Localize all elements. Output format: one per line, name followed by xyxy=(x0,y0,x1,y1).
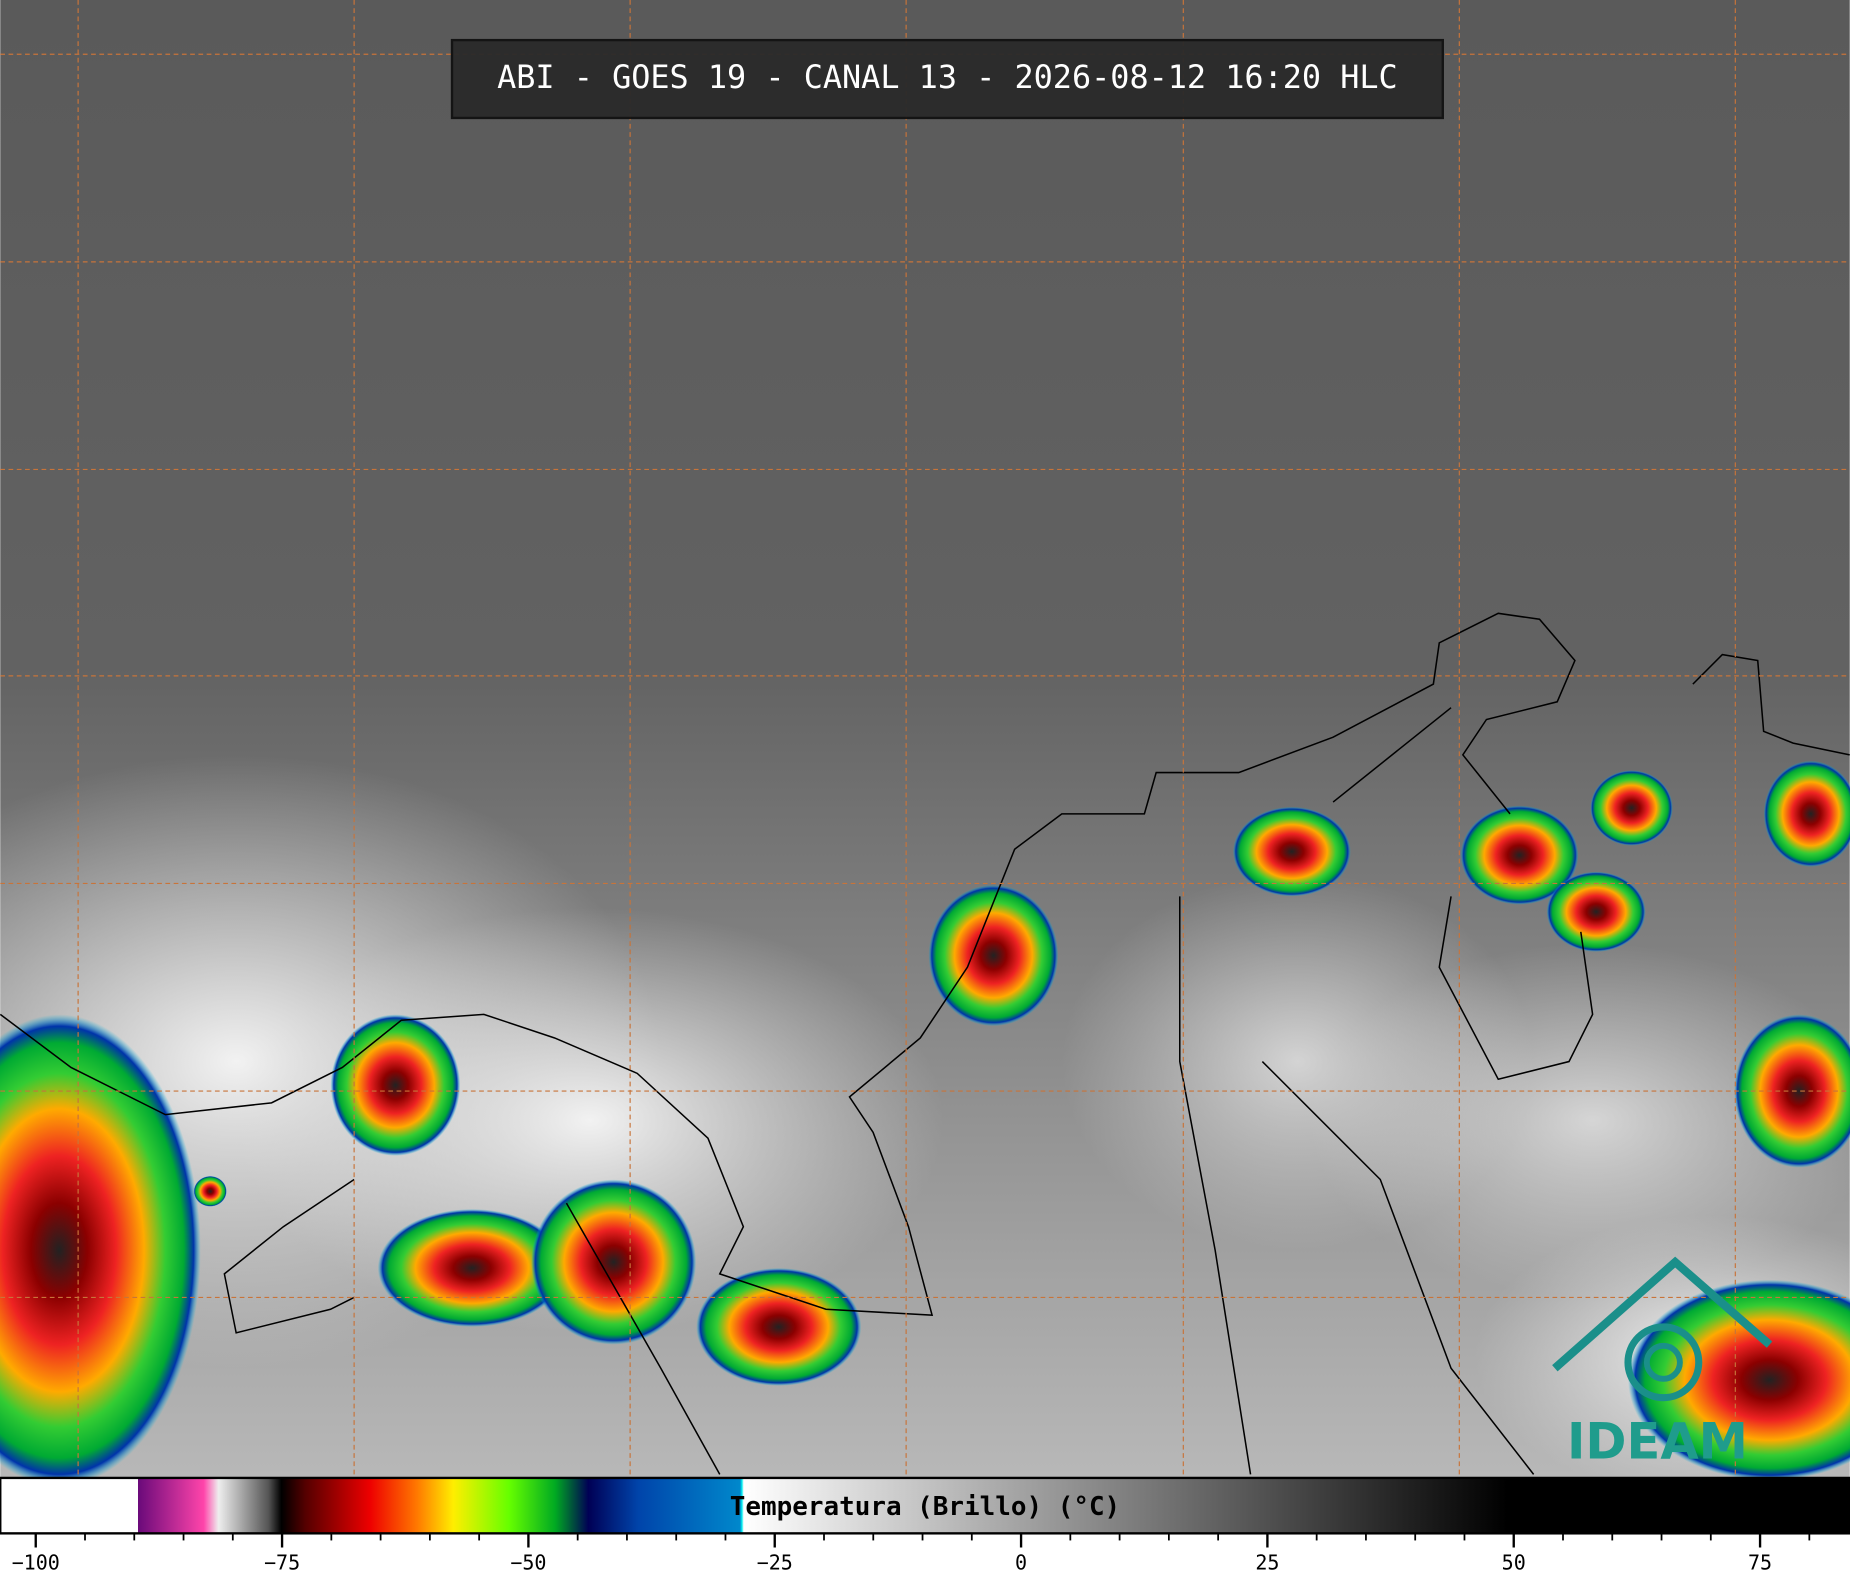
tick-label: −25 xyxy=(757,1551,793,1575)
tick-label: 50 xyxy=(1502,1551,1526,1575)
tick-label: 25 xyxy=(1255,1551,1279,1575)
ideam-logo: IDEAM xyxy=(1552,1256,1773,1470)
tick-label: 0 xyxy=(1015,1551,1027,1575)
logo-text: IDEAM xyxy=(1567,1412,1748,1470)
tick-label: −75 xyxy=(264,1551,300,1575)
title: ABI - GOES 19 - CANAL 13 - 2026-08-12 16… xyxy=(497,58,1398,96)
coastlines xyxy=(0,612,1850,1475)
tick-label: −50 xyxy=(510,1551,546,1575)
colorbar-label: Temperatura (Brillo) (°C) xyxy=(730,1492,1120,1522)
title-box xyxy=(450,38,1444,120)
tick-label: −100 xyxy=(12,1551,60,1575)
tick-label: 75 xyxy=(1748,1551,1772,1575)
storm-cells xyxy=(0,760,1850,1487)
